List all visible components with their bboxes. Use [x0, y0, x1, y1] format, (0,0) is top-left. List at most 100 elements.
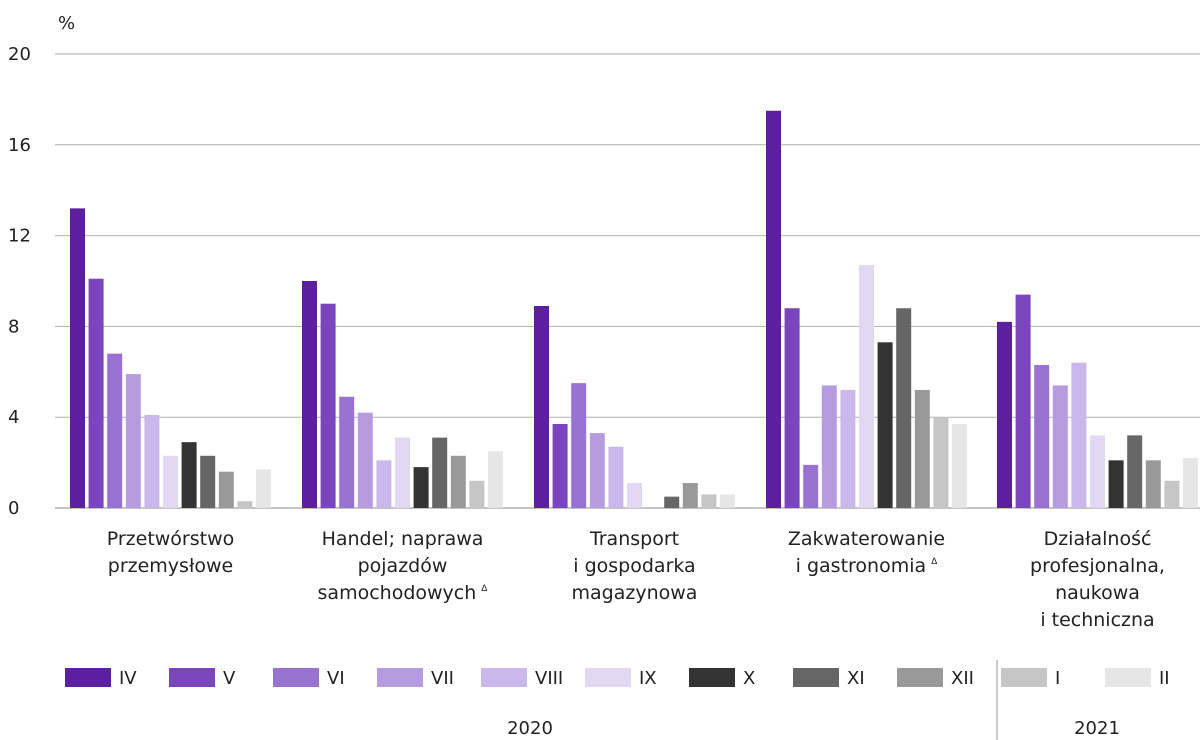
legend-swatch	[1001, 668, 1047, 687]
bar	[339, 396, 355, 508]
bar	[589, 433, 605, 508]
category-label: pojazdów	[358, 555, 448, 577]
bars	[70, 110, 1198, 509]
legend-swatch	[65, 668, 111, 687]
legend-swatch	[689, 668, 735, 687]
y-axis-ticks: 0 4 8 12 16 20	[8, 44, 31, 519]
legend-swatch	[169, 668, 215, 687]
bar	[997, 321, 1012, 508]
bar	[1015, 294, 1031, 508]
bar	[840, 389, 856, 508]
bar	[952, 424, 967, 508]
legend-swatch	[1105, 668, 1151, 687]
bar	[859, 265, 874, 508]
category-label: i gastronomia Δ	[796, 555, 939, 577]
bar	[534, 305, 549, 508]
category-label: magazynowa	[572, 582, 698, 604]
bar	[144, 414, 160, 508]
y-tick-label: 12	[8, 226, 31, 247]
legend-swatch	[585, 668, 631, 687]
bar	[488, 451, 503, 508]
bar	[608, 446, 624, 508]
bar	[682, 483, 698, 508]
legend-swatch	[793, 668, 839, 687]
category-label: Przetwórstwo	[107, 528, 235, 550]
bar	[627, 483, 642, 508]
legend-label: IX	[639, 668, 657, 689]
legend-swatch	[273, 668, 319, 687]
category-label: samochodowych Δ	[318, 582, 489, 604]
legend-label: VI	[327, 668, 345, 689]
category-label: profesjonalna,	[1030, 555, 1165, 577]
bar	[1034, 364, 1050, 508]
category-labels: Przetwórstwo przemysłowe Handel; naprawa po…	[107, 528, 1165, 631]
bar	[896, 308, 912, 508]
category-label: i gospodarka	[573, 555, 695, 577]
bar	[395, 437, 410, 508]
bar	[302, 281, 317, 508]
bar	[784, 308, 800, 508]
bar	[914, 389, 930, 508]
legend-label: VIII	[535, 668, 563, 689]
bar	[320, 303, 336, 508]
legend-swatch	[377, 668, 423, 687]
bar	[413, 467, 429, 508]
legend-label: VII	[431, 668, 454, 689]
bar	[200, 455, 216, 508]
bar	[664, 496, 680, 508]
bar	[1127, 435, 1143, 508]
bar	[376, 460, 392, 508]
bar	[218, 471, 234, 508]
bar	[469, 480, 485, 508]
category-label: Działalność	[1044, 528, 1152, 550]
bar	[821, 385, 837, 508]
bar	[1090, 435, 1105, 508]
bar	[552, 424, 568, 508]
category-label: przemysłowe	[108, 555, 233, 577]
category-label: i techniczna	[1040, 609, 1154, 631]
y-tick-label: 8	[8, 316, 19, 337]
bar	[1052, 385, 1068, 508]
bar	[720, 494, 735, 508]
bar	[803, 464, 819, 508]
bar	[450, 455, 466, 508]
legend-label: I	[1055, 668, 1060, 689]
category-label: Transport	[589, 528, 679, 550]
bar	[766, 110, 781, 508]
bar	[571, 383, 587, 508]
bar	[877, 342, 893, 508]
legend-label: XI	[847, 668, 865, 689]
bar	[357, 412, 373, 508]
legend-label: IV	[119, 668, 137, 689]
y-tick-label: 0	[8, 498, 19, 519]
legend-swatch	[481, 668, 527, 687]
y-tick-label: 4	[8, 407, 19, 428]
legend-year-label: 2020	[507, 718, 553, 739]
bar	[237, 501, 253, 508]
category-label: Handel; naprawa	[322, 528, 484, 550]
legend-label: V	[223, 668, 236, 689]
category-marker: Δ	[481, 584, 488, 594]
legend-label: X	[743, 668, 755, 689]
bar	[107, 353, 123, 508]
bar	[163, 455, 178, 508]
y-tick-label: 20	[8, 44, 31, 65]
legend-label: XII	[951, 668, 974, 689]
bar	[1108, 460, 1124, 508]
legend-year-label: 2021	[1074, 718, 1120, 739]
bar	[70, 208, 85, 509]
legend-swatch	[897, 668, 943, 687]
category-marker: Δ	[931, 557, 938, 567]
category-label: Zakwaterowanie	[788, 528, 945, 550]
bar	[1145, 460, 1161, 508]
category-label: naukowa	[1055, 582, 1140, 604]
bar	[1183, 458, 1198, 508]
y-tick-label: 16	[8, 135, 31, 156]
bar	[933, 417, 949, 508]
bar	[88, 278, 104, 508]
bar	[1071, 362, 1087, 508]
bar	[432, 437, 448, 508]
